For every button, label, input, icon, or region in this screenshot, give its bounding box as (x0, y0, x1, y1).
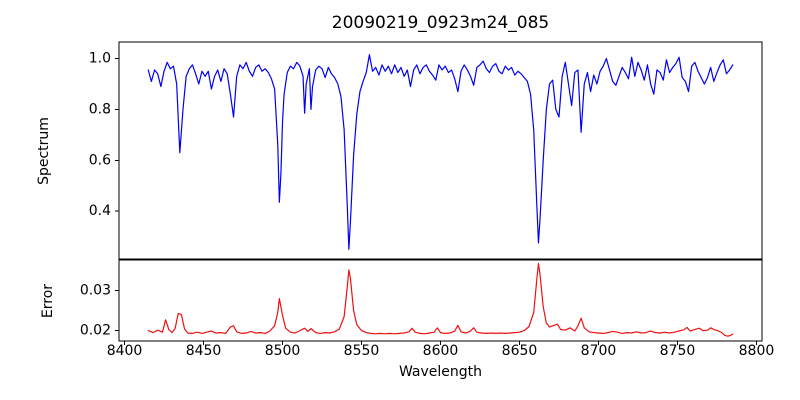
x-tick-label: 8750 (660, 343, 696, 359)
x-tick-label: 8700 (581, 343, 617, 359)
spectrum-y-axis-label: Spectrum (36, 117, 52, 185)
x-tick-label: 8400 (107, 343, 143, 359)
error-line (147, 262, 734, 337)
spectrum-line (147, 54, 734, 250)
chart-title: 20090219_0923m24_085 (331, 13, 550, 33)
spectrum-y-tick-label: 0.4 (89, 203, 111, 219)
x-tick-label: 8450 (186, 343, 222, 359)
x-tick-label: 8650 (502, 343, 538, 359)
error-y-tick-label: 0.03 (80, 283, 111, 299)
spectrum-y-tick-label: 0.8 (89, 101, 111, 117)
spectrum-y-tick-label: 0.6 (89, 152, 111, 168)
error-y-tick-label: 0.02 (80, 323, 111, 339)
x-axis-label: Wavelength (398, 364, 483, 380)
error-panel-frame (118, 259, 763, 342)
error-y-axis-label: Error (40, 283, 56, 319)
x-tick-label: 8800 (739, 343, 775, 359)
x-tick-label: 8500 (265, 343, 301, 359)
x-tick-label: 8600 (423, 343, 459, 359)
x-tick-label: 8550 (344, 343, 380, 359)
spectrum-y-tick-label: 1.0 (89, 51, 111, 67)
